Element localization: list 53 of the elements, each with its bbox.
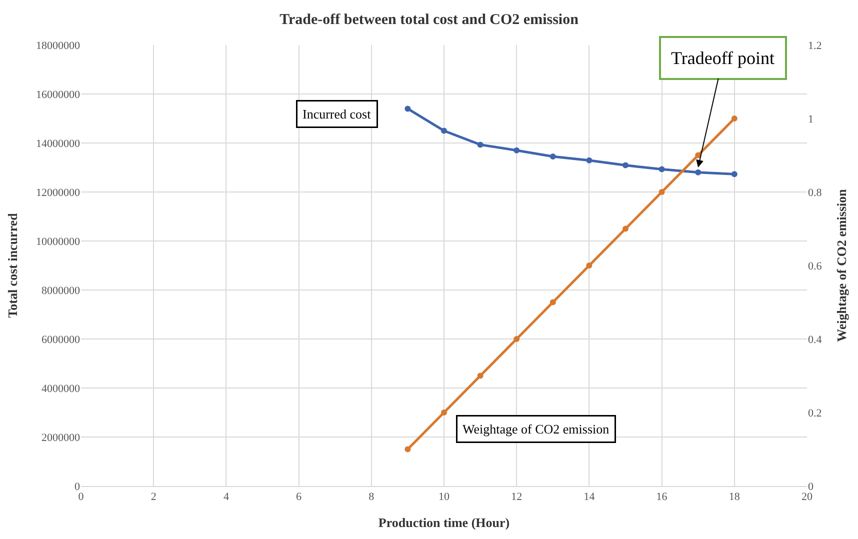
- series-label: Weightage of CO2 emission: [462, 422, 610, 436]
- point: [477, 142, 484, 148]
- y2-tick-label: 0.4: [808, 334, 822, 346]
- y2-axis-title: Weightage of CO2 emission: [834, 188, 849, 342]
- point: [622, 162, 628, 168]
- x-tick-label: 10: [438, 491, 450, 504]
- point: [731, 171, 738, 178]
- point: [695, 169, 702, 176]
- point: [658, 189, 665, 195]
- y-tick-label: 4000000: [42, 382, 80, 395]
- text: Incurred cost: [302, 106, 372, 122]
- x-tick-label: 20: [802, 491, 813, 504]
- y2-tick-label: 1: [808, 113, 814, 126]
- point: [586, 262, 592, 268]
- x-axis-title: Production time (Hour): [378, 514, 510, 530]
- point: [550, 153, 556, 160]
- point: [441, 128, 447, 134]
- y-axis-title: Total cost incurred: [4, 212, 20, 318]
- point: [514, 147, 520, 154]
- y-tick-label: 12000000: [36, 186, 80, 199]
- point: [731, 116, 738, 122]
- x-tick-label: 6: [296, 491, 302, 504]
- annotation: Tradeoff point: [671, 48, 774, 68]
- y2-tick-label: 0.8: [808, 186, 822, 199]
- y-tick-label: 8000000: [42, 284, 80, 297]
- x-tick-label: 16: [656, 491, 668, 504]
- y-tick-label: 18000000: [36, 40, 80, 52]
- x-tick-label: 14: [584, 491, 596, 504]
- chart-title: Trade-off between total cost and CO2 emission: [280, 12, 580, 28]
- x-tick-label: 8: [368, 491, 375, 504]
- x-tick-label: 18: [728, 491, 740, 504]
- y-tick-label: 16000000: [36, 88, 80, 101]
- y-tick-label: 14000000: [36, 138, 80, 150]
- x-tick-label: 2: [150, 491, 156, 504]
- y2-tick-label: 0.2: [808, 407, 822, 420]
- point: [586, 157, 592, 164]
- y-tick-label: 2000000: [42, 432, 80, 444]
- y2-tick-label: 1.2: [808, 40, 822, 52]
- y-tick-label: 6000000: [42, 334, 80, 346]
- point: [477, 372, 484, 379]
- point: [404, 446, 411, 452]
- point: [622, 226, 628, 232]
- point: [404, 106, 411, 112]
- x-tick-label: 12: [511, 491, 522, 504]
- point: [514, 336, 520, 342]
- y-tick-label: 10000000: [36, 236, 80, 248]
- point: [658, 166, 665, 172]
- y-tick-label: 0: [74, 480, 80, 493]
- point: [441, 410, 447, 416]
- x-tick-label: 4: [223, 491, 230, 504]
- point: [550, 299, 556, 306]
- y2-tick-label: 0.6: [808, 260, 822, 272]
- y2-tick-label: 0: [808, 480, 814, 493]
